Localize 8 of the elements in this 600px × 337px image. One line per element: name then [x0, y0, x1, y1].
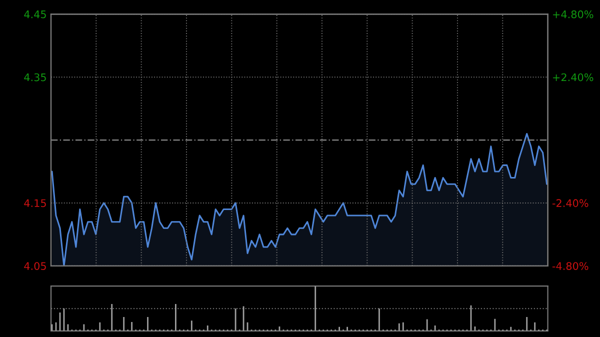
y-tick-label: 4.15 — [24, 199, 46, 208]
y2-tick-label: -4.80% — [552, 262, 588, 270]
y-tick-label: 4.05 — [24, 262, 46, 270]
y-tick-label: 4.35 — [24, 73, 46, 82]
y-tick-label: 4.45 — [24, 10, 46, 18]
y2-tick-label: +2.40% — [553, 73, 594, 82]
y2-tick-label: +4.80% — [553, 10, 594, 18]
y2-tick-label: -2.40% — [552, 199, 588, 208]
